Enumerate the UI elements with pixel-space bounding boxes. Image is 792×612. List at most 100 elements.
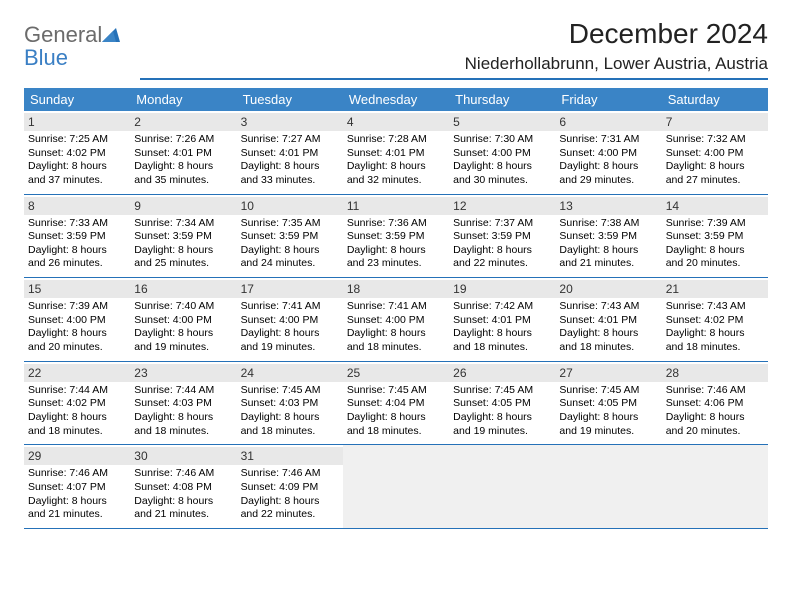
day-header-cell: Thursday: [449, 88, 555, 111]
day1-text: Daylight: 8 hours: [134, 495, 232, 509]
day-header-cell: Sunday: [24, 88, 130, 111]
sunset-text: Sunset: 3:59 PM: [666, 230, 764, 244]
day1-text: Daylight: 8 hours: [559, 244, 657, 258]
day2-text: and 20 minutes.: [666, 257, 764, 271]
empty-cell: [343, 445, 449, 528]
day2-text: and 23 minutes.: [347, 257, 445, 271]
day-number: 4: [343, 113, 449, 131]
sunrise-text: Sunrise: 7:43 AM: [559, 300, 657, 314]
sunset-text: Sunset: 4:02 PM: [28, 397, 126, 411]
day1-text: Daylight: 8 hours: [28, 160, 126, 174]
sunrise-text: Sunrise: 7:26 AM: [134, 133, 232, 147]
day-cell: 3Sunrise: 7:27 AMSunset: 4:01 PMDaylight…: [237, 111, 343, 194]
day2-text: and 22 minutes.: [241, 508, 339, 522]
sunrise-text: Sunrise: 7:28 AM: [347, 133, 445, 147]
sunset-text: Sunset: 4:02 PM: [666, 314, 764, 328]
day-cell: 9Sunrise: 7:34 AMSunset: 3:59 PMDaylight…: [130, 195, 236, 278]
day-cell: 8Sunrise: 7:33 AMSunset: 3:59 PMDaylight…: [24, 195, 130, 278]
sunset-text: Sunset: 4:03 PM: [241, 397, 339, 411]
day1-text: Daylight: 8 hours: [559, 327, 657, 341]
day-number: 6: [555, 113, 661, 131]
day-cell: 6Sunrise: 7:31 AMSunset: 4:00 PMDaylight…: [555, 111, 661, 194]
day1-text: Daylight: 8 hours: [453, 411, 551, 425]
day2-text: and 18 minutes.: [559, 341, 657, 355]
day-cell: 23Sunrise: 7:44 AMSunset: 4:03 PMDayligh…: [130, 362, 236, 445]
logo: General Blue: [24, 24, 120, 70]
day1-text: Daylight: 8 hours: [666, 244, 764, 258]
day2-text: and 19 minutes.: [241, 341, 339, 355]
day-number: 24: [237, 364, 343, 382]
day-number: 8: [24, 197, 130, 215]
sunrise-text: Sunrise: 7:43 AM: [666, 300, 764, 314]
sunrise-text: Sunrise: 7:46 AM: [134, 467, 232, 481]
day-header-cell: Monday: [130, 88, 236, 111]
title-block: December 2024 Niederhollabrunn, Lower Au…: [140, 18, 768, 82]
sunset-text: Sunset: 3:59 PM: [453, 230, 551, 244]
day-cell: 22Sunrise: 7:44 AMSunset: 4:02 PMDayligh…: [24, 362, 130, 445]
sunset-text: Sunset: 3:59 PM: [241, 230, 339, 244]
day1-text: Daylight: 8 hours: [28, 327, 126, 341]
sunrise-text: Sunrise: 7:39 AM: [666, 217, 764, 231]
sunset-text: Sunset: 4:00 PM: [241, 314, 339, 328]
day-header-row: SundayMondayTuesdayWednesdayThursdayFrid…: [24, 88, 768, 111]
day1-text: Daylight: 8 hours: [453, 160, 551, 174]
sunrise-text: Sunrise: 7:37 AM: [453, 217, 551, 231]
day-number: 5: [449, 113, 555, 131]
day2-text: and 25 minutes.: [134, 257, 232, 271]
sunset-text: Sunset: 4:01 PM: [134, 147, 232, 161]
empty-cell: [449, 445, 555, 528]
day-header-cell: Tuesday: [237, 88, 343, 111]
day1-text: Daylight: 8 hours: [666, 327, 764, 341]
day-number: 31: [237, 447, 343, 465]
day2-text: and 18 minutes.: [347, 425, 445, 439]
day-number: 14: [662, 197, 768, 215]
sunset-text: Sunset: 4:01 PM: [453, 314, 551, 328]
empty-cell: [662, 445, 768, 528]
sunrise-text: Sunrise: 7:32 AM: [666, 133, 764, 147]
month-title: December 2024: [140, 18, 768, 50]
sunset-text: Sunset: 3:59 PM: [28, 230, 126, 244]
sunset-text: Sunset: 4:08 PM: [134, 481, 232, 495]
day-number: 13: [555, 197, 661, 215]
sunrise-text: Sunrise: 7:36 AM: [347, 217, 445, 231]
day1-text: Daylight: 8 hours: [134, 244, 232, 258]
day-cell: 27Sunrise: 7:45 AMSunset: 4:05 PMDayligh…: [555, 362, 661, 445]
logo-text: General Blue: [24, 24, 120, 70]
sunrise-text: Sunrise: 7:41 AM: [347, 300, 445, 314]
sunrise-text: Sunrise: 7:46 AM: [28, 467, 126, 481]
day-cell: 30Sunrise: 7:46 AMSunset: 4:08 PMDayligh…: [130, 445, 236, 528]
day1-text: Daylight: 8 hours: [347, 244, 445, 258]
day2-text: and 24 minutes.: [241, 257, 339, 271]
day2-text: and 18 minutes.: [453, 341, 551, 355]
week-row: 1Sunrise: 7:25 AMSunset: 4:02 PMDaylight…: [24, 111, 768, 195]
day-cell: 4Sunrise: 7:28 AMSunset: 4:01 PMDaylight…: [343, 111, 449, 194]
week-row: 15Sunrise: 7:39 AMSunset: 4:00 PMDayligh…: [24, 278, 768, 362]
sunset-text: Sunset: 4:01 PM: [347, 147, 445, 161]
day-number: 20: [555, 280, 661, 298]
day-number: 12: [449, 197, 555, 215]
day1-text: Daylight: 8 hours: [666, 160, 764, 174]
day-cell: 18Sunrise: 7:41 AMSunset: 4:00 PMDayligh…: [343, 278, 449, 361]
day-number: 11: [343, 197, 449, 215]
sunset-text: Sunset: 3:59 PM: [347, 230, 445, 244]
sunset-text: Sunset: 4:00 PM: [347, 314, 445, 328]
sunrise-text: Sunrise: 7:45 AM: [453, 384, 551, 398]
sunrise-text: Sunrise: 7:41 AM: [241, 300, 339, 314]
day-number: 3: [237, 113, 343, 131]
day2-text: and 26 minutes.: [28, 257, 126, 271]
day-cell: 15Sunrise: 7:39 AMSunset: 4:00 PMDayligh…: [24, 278, 130, 361]
day1-text: Daylight: 8 hours: [134, 327, 232, 341]
day-number: 9: [130, 197, 236, 215]
sunrise-text: Sunrise: 7:38 AM: [559, 217, 657, 231]
sunset-text: Sunset: 4:00 PM: [28, 314, 126, 328]
day1-text: Daylight: 8 hours: [241, 411, 339, 425]
sunrise-text: Sunrise: 7:46 AM: [241, 467, 339, 481]
day2-text: and 20 minutes.: [666, 425, 764, 439]
day1-text: Daylight: 8 hours: [241, 495, 339, 509]
day-number: 16: [130, 280, 236, 298]
day-cell: 5Sunrise: 7:30 AMSunset: 4:00 PMDaylight…: [449, 111, 555, 194]
day-number: 15: [24, 280, 130, 298]
day1-text: Daylight: 8 hours: [559, 411, 657, 425]
day-number: 7: [662, 113, 768, 131]
sunrise-text: Sunrise: 7:33 AM: [28, 217, 126, 231]
